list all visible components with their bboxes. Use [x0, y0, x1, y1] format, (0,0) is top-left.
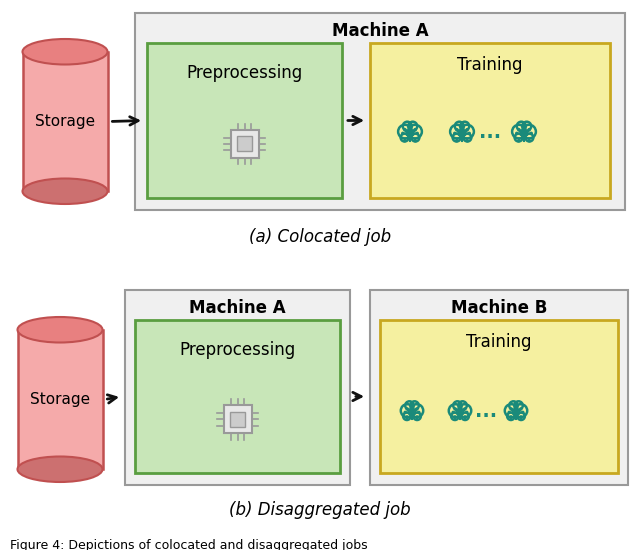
Circle shape	[416, 408, 418, 410]
Circle shape	[464, 408, 466, 410]
Ellipse shape	[22, 39, 108, 64]
Circle shape	[461, 412, 463, 414]
Bar	[380, 320, 618, 473]
Circle shape	[520, 133, 522, 135]
FancyBboxPatch shape	[230, 130, 259, 158]
Circle shape	[520, 408, 522, 410]
Ellipse shape	[17, 456, 102, 482]
Circle shape	[464, 419, 466, 420]
Circle shape	[404, 129, 406, 131]
Circle shape	[452, 411, 454, 414]
Circle shape	[402, 133, 404, 135]
Circle shape	[415, 140, 416, 142]
Circle shape	[404, 140, 406, 142]
Bar	[135, 13, 625, 210]
Bar	[17, 330, 102, 469]
Bar	[125, 290, 350, 485]
Circle shape	[411, 413, 413, 415]
Bar	[147, 43, 342, 198]
Bar	[22, 52, 108, 191]
Circle shape	[404, 411, 406, 414]
Circle shape	[408, 412, 410, 414]
Text: Training: Training	[467, 333, 532, 351]
Circle shape	[416, 133, 419, 135]
Ellipse shape	[22, 179, 108, 204]
Ellipse shape	[17, 317, 102, 343]
Circle shape	[515, 413, 517, 415]
Circle shape	[456, 412, 458, 414]
Circle shape	[467, 140, 468, 142]
Bar	[230, 412, 244, 427]
Text: (a) Colocated job: (a) Colocated job	[249, 228, 391, 246]
Circle shape	[456, 140, 458, 142]
Circle shape	[406, 408, 408, 410]
Text: Preprocessing: Preprocessing	[186, 64, 303, 82]
Circle shape	[510, 419, 512, 420]
Text: ...: ...	[475, 402, 497, 421]
Circle shape	[416, 419, 418, 420]
Circle shape	[414, 129, 416, 131]
Circle shape	[459, 405, 461, 408]
Circle shape	[513, 412, 515, 414]
Circle shape	[409, 126, 411, 128]
Text: Machine A: Machine A	[189, 299, 286, 317]
Text: Preprocessing: Preprocessing	[179, 341, 296, 359]
Circle shape	[518, 140, 520, 142]
Circle shape	[418, 411, 420, 414]
Text: ...: ...	[479, 123, 501, 142]
Circle shape	[463, 133, 466, 135]
Circle shape	[456, 129, 458, 131]
Circle shape	[520, 419, 522, 420]
Circle shape	[528, 129, 530, 131]
Circle shape	[406, 419, 408, 420]
Circle shape	[468, 133, 470, 135]
Text: Machine A: Machine A	[332, 22, 428, 40]
Circle shape	[508, 411, 510, 414]
Circle shape	[522, 411, 524, 414]
Text: Training: Training	[457, 56, 523, 74]
Circle shape	[412, 133, 414, 135]
Circle shape	[466, 411, 468, 414]
Circle shape	[518, 129, 520, 131]
Circle shape	[525, 133, 528, 135]
Circle shape	[454, 419, 456, 420]
Circle shape	[466, 129, 468, 131]
Circle shape	[454, 133, 456, 135]
Text: Figure 4: Depictions of colocated and disaggregated jobs: Figure 4: Depictions of colocated and di…	[10, 538, 367, 550]
Text: Storage: Storage	[30, 392, 90, 407]
Circle shape	[516, 133, 518, 135]
Circle shape	[454, 408, 456, 410]
Text: (b) Disaggregated job: (b) Disaggregated job	[229, 501, 411, 519]
Circle shape	[461, 126, 463, 128]
Circle shape	[461, 134, 463, 136]
Circle shape	[409, 134, 411, 136]
Bar	[370, 290, 628, 485]
Circle shape	[406, 133, 408, 135]
Bar	[370, 43, 610, 198]
Bar	[237, 136, 252, 151]
FancyBboxPatch shape	[223, 405, 252, 433]
Circle shape	[530, 133, 532, 135]
Circle shape	[510, 408, 512, 410]
Circle shape	[515, 405, 517, 408]
Circle shape	[413, 412, 415, 414]
Circle shape	[458, 133, 460, 135]
Circle shape	[523, 126, 525, 128]
Bar	[135, 320, 340, 473]
Circle shape	[518, 412, 520, 414]
Circle shape	[459, 413, 461, 415]
Circle shape	[523, 134, 525, 136]
Text: Machine B: Machine B	[451, 299, 547, 317]
Text: Storage: Storage	[35, 114, 95, 129]
Circle shape	[411, 405, 413, 408]
Circle shape	[529, 140, 531, 142]
